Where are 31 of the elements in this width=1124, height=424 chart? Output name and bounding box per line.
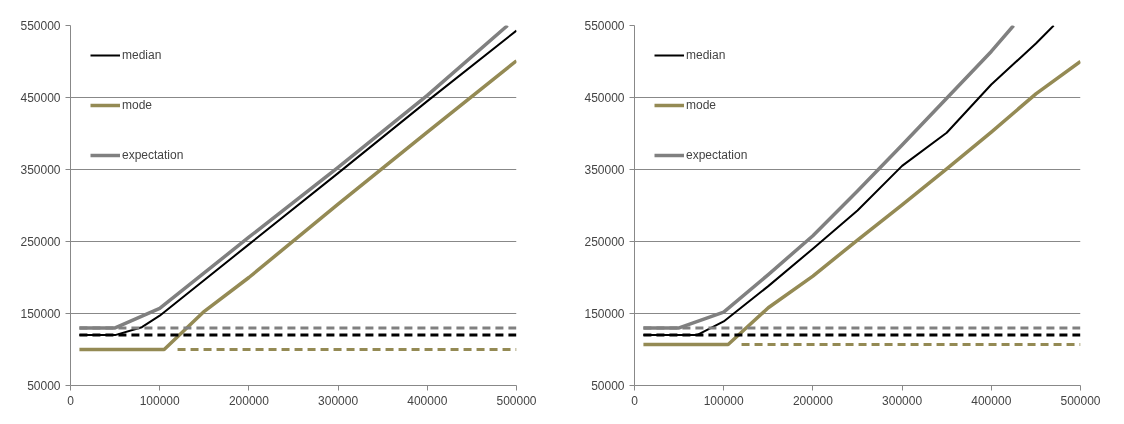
y-tick-label: 250000 bbox=[20, 235, 61, 249]
y-tick-label: 50000 bbox=[27, 379, 61, 393]
y-tick-label: 350000 bbox=[20, 163, 61, 177]
x-tick-label: 200000 bbox=[792, 393, 834, 408]
y-tick-label: 50000 bbox=[591, 379, 625, 393]
y-tick-label: 550000 bbox=[584, 19, 625, 33]
legend-label: median bbox=[686, 48, 726, 62]
y-tick-label: 350000 bbox=[584, 163, 625, 177]
y-tick-label: 450000 bbox=[584, 91, 625, 105]
x-tick-label: 400000 bbox=[407, 393, 448, 408]
x-tick-label: 0 bbox=[67, 393, 75, 408]
line-series bbox=[641, 59, 1081, 347]
legend-label: expectation bbox=[122, 148, 184, 162]
x-tick-label: 500000 bbox=[1060, 393, 1101, 408]
legend-label: mode bbox=[122, 98, 153, 112]
y-tick-label: 150000 bbox=[584, 307, 625, 321]
y-tick-label: 150000 bbox=[20, 307, 61, 321]
x-tick-label: 0 bbox=[631, 393, 639, 408]
x-tick-label: 300000 bbox=[882, 393, 923, 408]
legend-label: median bbox=[122, 48, 162, 62]
x-tick-label: 100000 bbox=[139, 393, 181, 408]
legend-label: expectation bbox=[686, 148, 748, 162]
y-tick-label: 250000 bbox=[584, 235, 625, 249]
x-tick-label: 100000 bbox=[703, 393, 745, 408]
x-tick-label: 400000 bbox=[971, 393, 1012, 408]
x-tick-label: 500000 bbox=[496, 393, 537, 408]
y-tick-label: 550000 bbox=[20, 19, 61, 33]
x-tick-label: 200000 bbox=[228, 393, 270, 408]
y-tick-label: 450000 bbox=[20, 91, 61, 105]
legend-label: mode bbox=[686, 98, 717, 112]
x-tick-label: 300000 bbox=[318, 393, 359, 408]
